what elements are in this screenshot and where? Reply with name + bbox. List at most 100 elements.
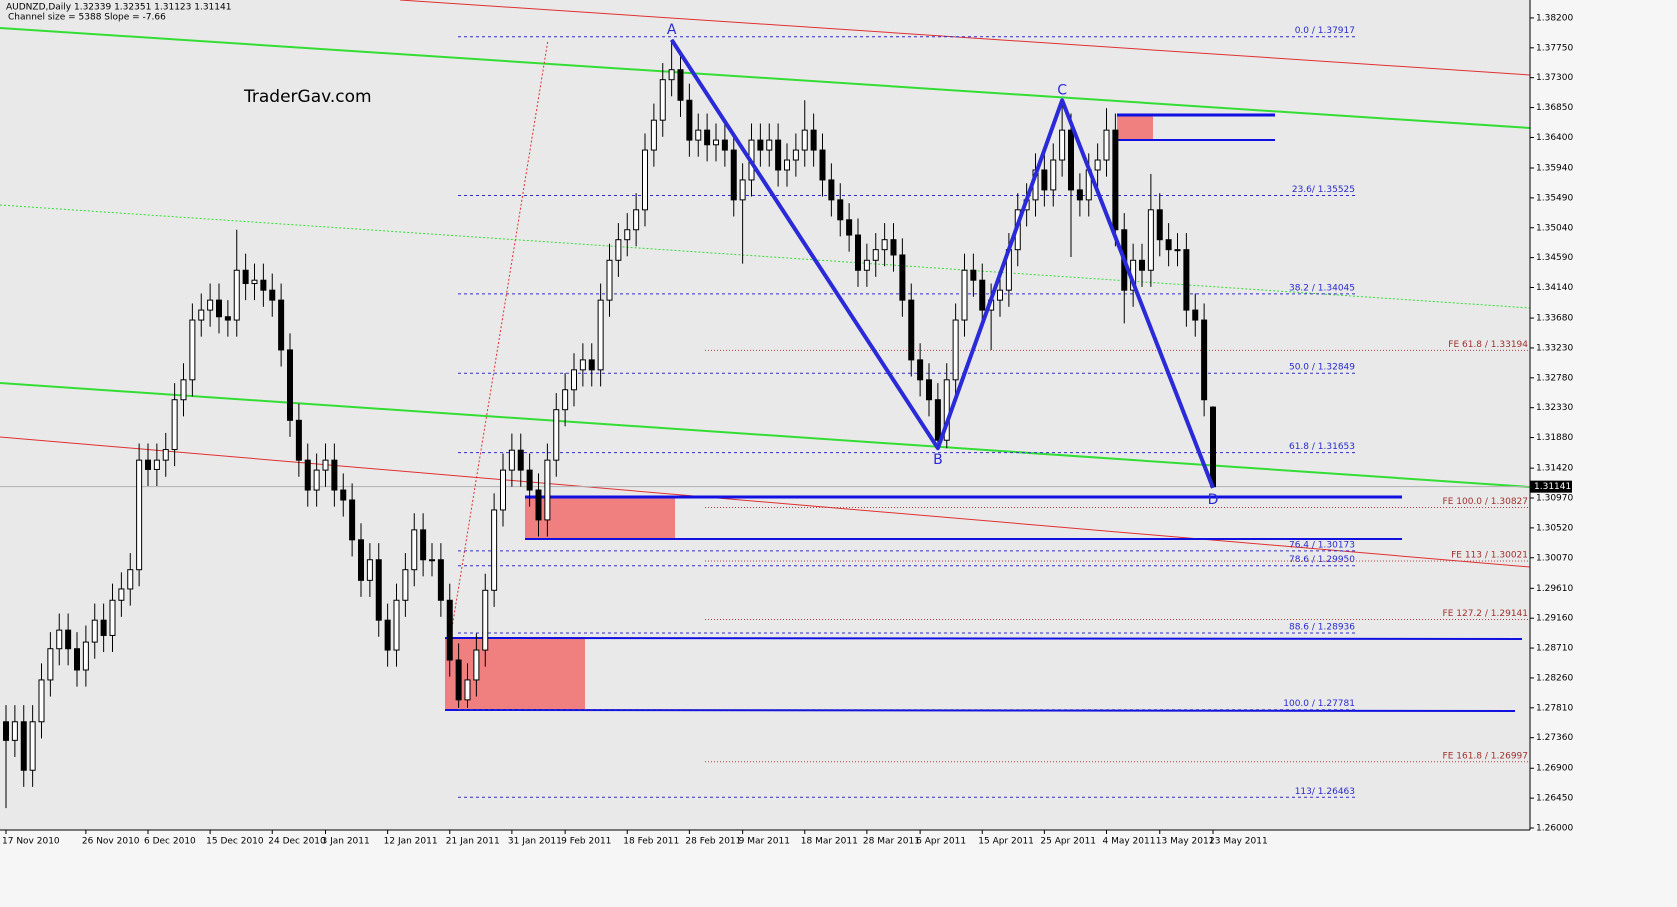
candle-body [82,641,89,671]
candle-body [677,69,684,101]
candle-body [562,389,569,411]
candle-body [1192,309,1199,321]
fib-label: 38.2 / 1.34045 [1289,283,1355,293]
y-tick-label: 1.32780 [1536,373,1573,383]
x-tick-label: 3 Jan 2011 [322,837,370,847]
y-tick-label: 1.27360 [1536,733,1573,743]
candle-body [127,569,134,590]
candle-body [713,139,719,146]
fe-label: FE 61.8 / 1.33194 [1448,340,1528,350]
candle-body [251,279,258,285]
candle-body [349,499,356,541]
plot-layer: 0.0 / 1.37917 23.6/ 1.35525 38.2 / 1.34045… [0,22,1530,809]
x-tick-label: 6 Apr 2011 [916,837,966,847]
x-tick-label: 13 May 2011 [1156,837,1215,847]
candle-body [766,139,773,151]
fib-label: 88.6 / 1.28936 [1289,623,1355,633]
candle-body [775,139,782,171]
y-tick-label: 1.37300 [1536,73,1573,83]
candle-body [642,149,648,211]
x-tick-label: 18 Feb 2011 [623,837,679,847]
candle-body [455,659,462,701]
y-tick-label: 1.35040 [1536,223,1573,233]
x-tick-label: 15 Dec 2010 [206,837,264,847]
fib-label: 113/ 1.26463 [1295,787,1355,797]
candle-body [686,99,693,141]
candle-body [411,529,418,571]
channel-line [399,0,1531,76]
channel-line [0,382,1531,488]
candle-body [535,489,542,521]
candle-body [508,449,515,471]
fib-label: 0.0 / 1.37917 [1295,26,1355,36]
candle-body [890,239,897,256]
candle-body [109,599,116,636]
candle-body [739,179,746,201]
y-tick-label: 1.26450 [1536,794,1573,804]
x-tick-label: 23 May 2011 [1209,837,1268,847]
plot-background [0,0,1530,830]
chart-subtitle: Channel size = 5388 Slope = -7.66 [8,13,166,23]
candle-body [402,569,409,601]
candle-body [29,721,36,771]
candle-body [624,229,631,241]
fe-label: FE 127.2 / 1.29141 [1443,609,1528,619]
channel-midline [0,204,1531,309]
pattern-line [669,38,1215,489]
y-tick-label: 1.26000 [1536,824,1573,834]
candle-body [233,269,240,321]
candle-body [47,648,54,681]
y-tick-label: 1.27810 [1536,703,1573,713]
candle-body [837,199,844,221]
candle-body [1210,406,1216,488]
fib-label: 50.0 / 1.32849 [1289,363,1355,373]
candle-body [224,316,231,321]
candle-body [961,269,968,321]
candle-body [269,289,276,301]
x-tick-label: 21 Jan 2011 [446,837,500,847]
fib-label: 100.0 / 1.27781 [1283,699,1355,709]
candle-body [20,721,27,771]
trend-line [449,39,549,641]
last-price-tag [1530,480,1572,493]
candle-body [633,209,640,231]
candle-body [420,529,427,561]
candle-body [74,648,80,671]
y-tick-label: 1.29160 [1536,614,1573,624]
candle-body [579,359,586,371]
y-tick-label: 1.30070 [1536,553,1573,563]
candle-body [358,539,364,581]
y-tick-label: 1.28710 [1536,644,1573,654]
candle-body [304,459,311,491]
x-tick-label: 12 Jan 2011 [384,837,438,847]
candle-body [952,319,959,381]
candle-body [934,399,941,441]
candle-body [721,139,728,151]
y-tick-label: 1.33230 [1536,343,1573,353]
x-tick-label: 24 Dec 2010 [268,837,326,847]
y-tick-label: 1.29610 [1536,584,1573,594]
candle-body [3,721,9,741]
candle-body [180,379,187,401]
supply-zone [1117,115,1153,140]
candle-body [278,299,285,351]
x-tick-label: 17 Nov 2010 [2,837,60,847]
candle-body [118,588,125,601]
candle-body [784,159,790,171]
candle-body [1147,209,1154,271]
y-tick-label: 1.33680 [1536,314,1573,324]
x-tick-label: 28 Feb 2011 [685,837,741,847]
candle-body [899,254,906,301]
candle-body [91,619,98,643]
candle-body [366,559,373,581]
candle-body [198,309,205,321]
time-axis-background [0,830,1530,907]
candle-body [597,299,604,371]
y-tick-label: 1.34590 [1536,253,1573,263]
y-tick-label: 1.37750 [1536,43,1573,53]
zone-line [444,709,1516,712]
candle-body [322,459,329,471]
y-tick-label: 1.36400 [1536,133,1573,143]
candle-body [38,679,45,723]
